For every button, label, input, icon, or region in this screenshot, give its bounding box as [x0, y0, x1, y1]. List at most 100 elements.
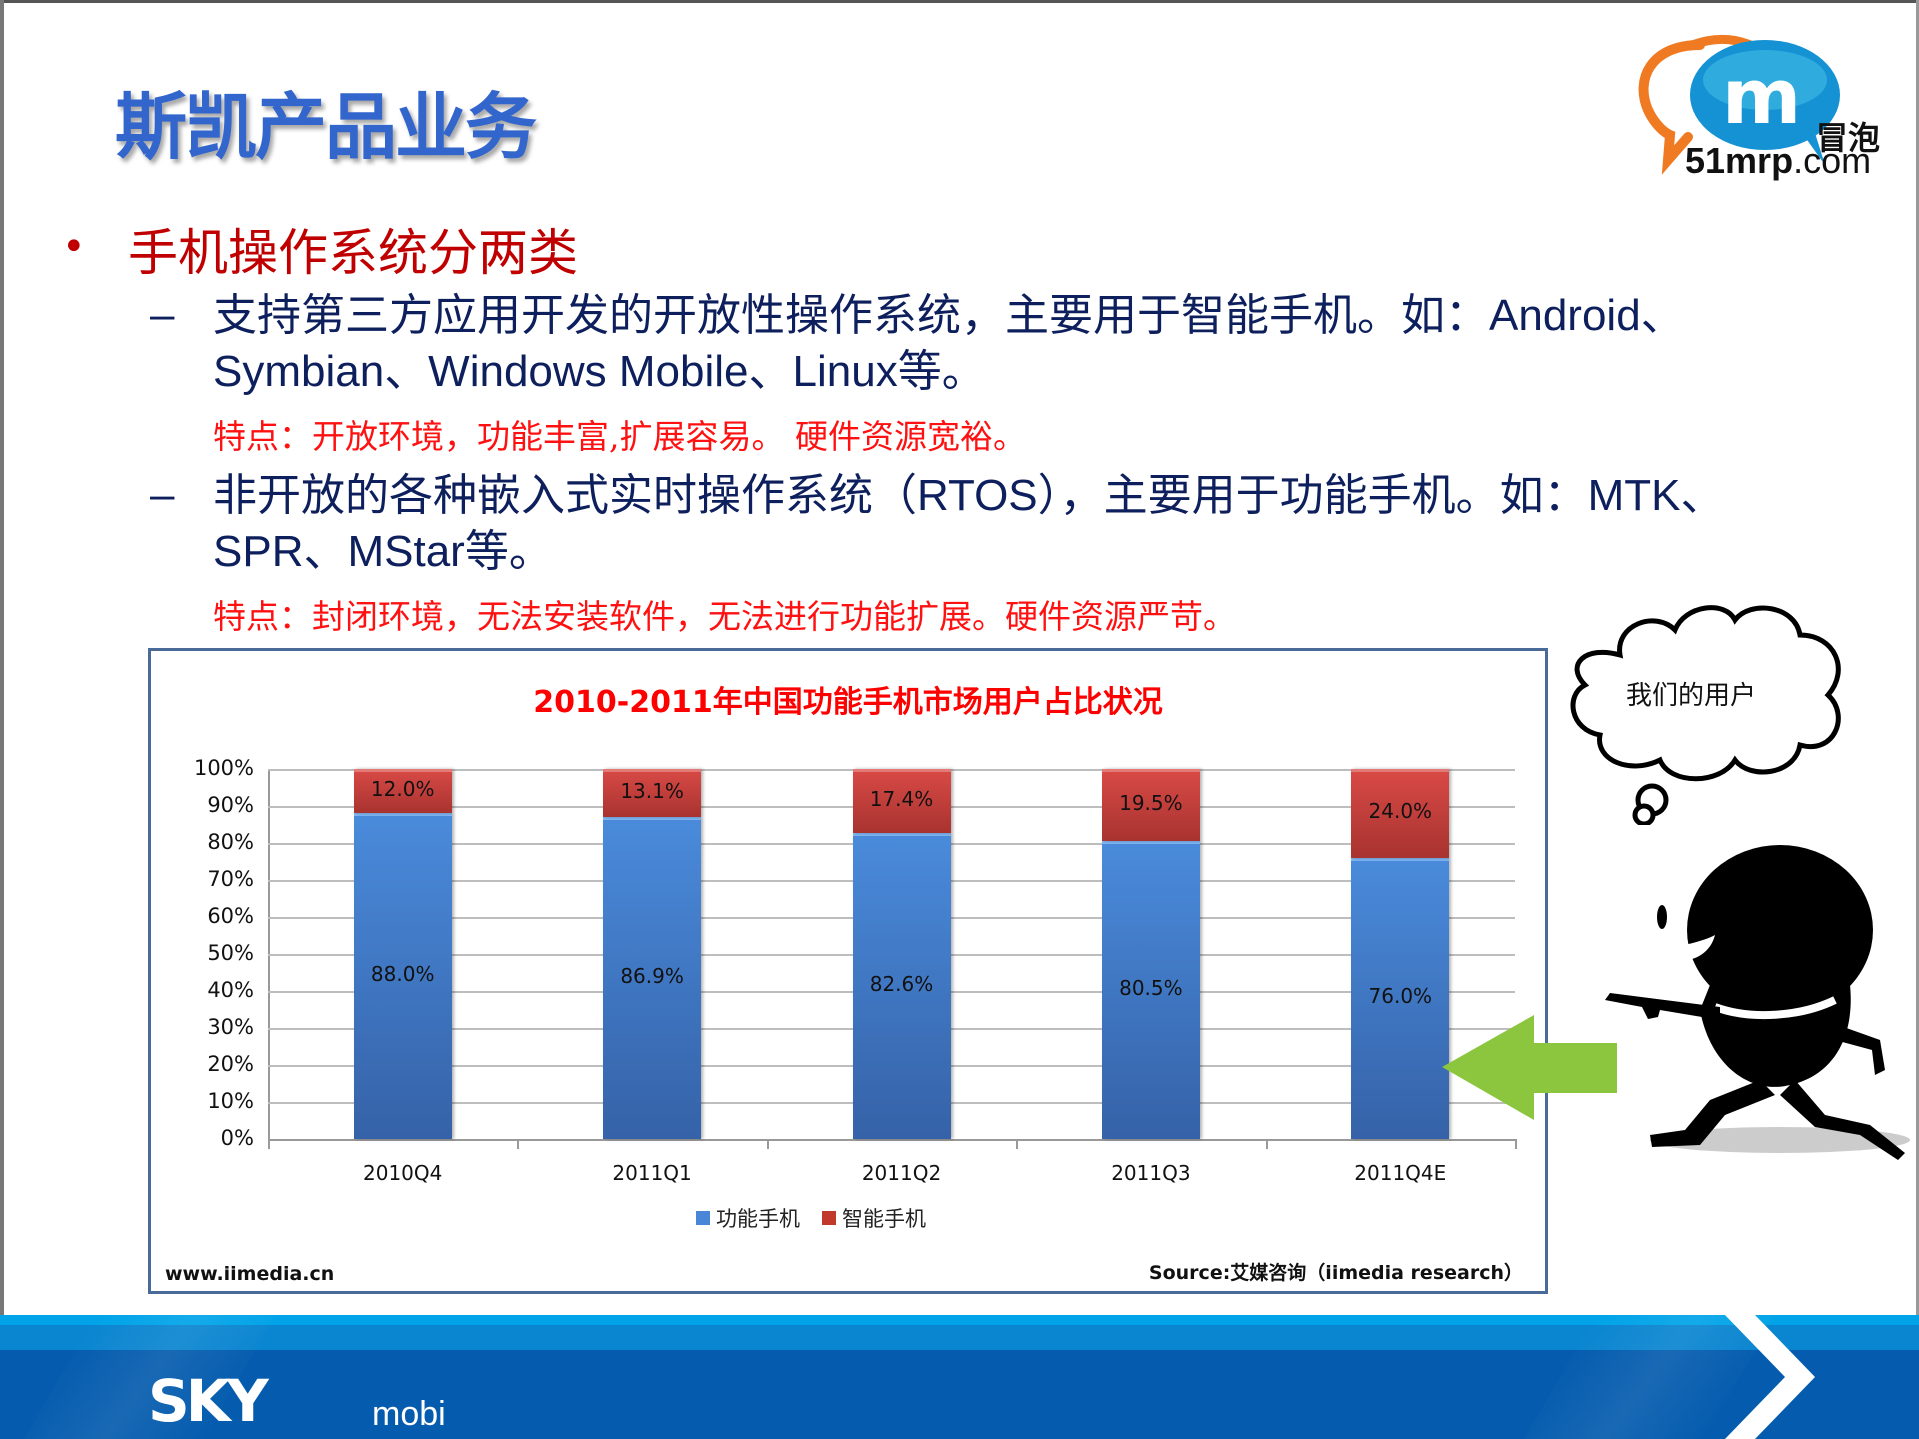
x-category-label: 2011Q1 [612, 1161, 692, 1185]
stacked-bar: 86.9% 13.1% [603, 769, 702, 1139]
y-tick-label: 60% [207, 904, 254, 928]
sub-item-2-os-list: SPR、MStar [213, 527, 465, 576]
dash-icon: – [150, 290, 175, 339]
legend-swatch-red-icon [822, 1211, 836, 1225]
sub-item-2-text-cn2: ），主要用于功能手机。如： [1037, 470, 1588, 521]
bullet-heading: 手机操作系统分两类 [128, 224, 578, 282]
y-tick-label: 90% [207, 793, 254, 817]
bar-value-label: 19.5% [1119, 791, 1183, 816]
x-tick [766, 1139, 769, 1149]
x-category-label: 2011Q2 [861, 1161, 942, 1185]
speech-bubble-logo-icon [1638, 34, 1840, 175]
y-tick-label: 10% [207, 1089, 254, 1113]
slide-border-right [1916, 0, 1919, 1439]
sub-item-1-feature: 特点：开放环境，功能丰富,扩展容易。 硬件资源宽裕。 [213, 417, 1026, 456]
sub-item-1-line-2: Symbian、Windows Mobile、Linux等。 [213, 344, 986, 400]
stacked-bar: 88.0% 12.0% [353, 769, 452, 1139]
stacked-bar: 80.5% 19.5% [1101, 769, 1200, 1139]
bar-value-label: 13.1% [620, 779, 684, 804]
bar-value-label: 86.9% [620, 964, 684, 989]
bar-value-label: 80.5% [1119, 976, 1183, 1001]
bullet-dot-icon: • [62, 224, 86, 270]
skymobi-logo-sub: mobi [372, 1395, 446, 1433]
x-tick [517, 1139, 520, 1149]
slide-border-top [0, 0, 1919, 3]
x-tick [1515, 1139, 1517, 1149]
bar-segment-feature-phone: 80.5% [1101, 841, 1200, 1139]
skymobi-logo-text: SKY [148, 1367, 269, 1435]
logo-domain-bold: 51mrp [1685, 140, 1794, 181]
logo-brand-cn: 冒泡 [1816, 119, 1881, 157]
bar-segment-smart-phone: 19.5% [1101, 769, 1200, 842]
logo-domain: 51mrp.com [1685, 140, 1871, 182]
pointing-figure-icon [1605, 845, 1910, 1160]
bar-segment-feature-phone: 88.0% [353, 813, 452, 1139]
sub-item-2-feature: 特点：封闭环境，无法安装软件，无法进行功能扩展。硬件资源严苛。 [213, 597, 1236, 636]
sub-item-1-suffix: 等。 [897, 346, 986, 397]
thought-bubble-text: 我们的用户 [1626, 681, 1757, 711]
chart-title: 2010-2011年中国功能手机市场用户占比状况 [533, 685, 1163, 720]
y-tick-label: 40% [207, 978, 254, 1002]
bar-value-label: 24.0% [1368, 799, 1433, 824]
sub-item-2-text-cn: 非开放的各种嵌入式实时操作系统（ [213, 470, 917, 521]
chart-plot-area: 100% 90% 80% 70% 60% 50% 40% 30% 20% 10% 0% 88.0% 12… [194, 756, 1517, 1185]
y-tick-label: 30% [207, 1015, 254, 1039]
bar-segment-feature-phone: 76.0% [1351, 857, 1450, 1139]
legend-item-smart-phone: 智能手机 [822, 1203, 926, 1233]
x-axis [268, 1139, 1515, 1141]
y-tick-label: 80% [207, 830, 254, 854]
bar-value-label: 88.0% [370, 962, 435, 987]
sub-item-1-line-1: 支持第三方应用开发的开放性操作系统，主要用于智能手机。如：Android、 [213, 288, 1685, 344]
x-category-label: 2011Q3 [1111, 1161, 1191, 1185]
stacked-bar: 76.0% 24.0% [1351, 769, 1450, 1139]
next-chevron-icon [1725, 1315, 1815, 1439]
logo-domain-rest: .com [1793, 140, 1872, 181]
bar-segment-smart-phone: 12.0% [353, 769, 452, 814]
y-tick-label: 100% [193, 756, 254, 780]
sub-item-1-text-latin: Android、 [1489, 291, 1685, 340]
y-tick-label: 50% [207, 941, 254, 965]
sub-item-2-line-1: 非开放的各种嵌入式实时操作系统（RTOS），主要用于功能手机。如：MTK、 [213, 468, 1725, 524]
legend-item-feature-phone: 功能手机 [696, 1203, 800, 1233]
skymobi-logo: SKY [148, 1367, 269, 1435]
sub-item-2-suffix: 等。 [464, 526, 553, 577]
legend-label: 智能手机 [842, 1207, 926, 1231]
logo-letter: m [1722, 52, 1802, 141]
bar-value-label: 82.6% [869, 972, 934, 997]
bar-segment-feature-phone: 86.9% [603, 817, 702, 1139]
stacked-bar: 82.6% 17.4% [852, 769, 951, 1139]
bar-segment-smart-phone: 13.1% [603, 769, 702, 818]
bar-value-label: 17.4% [869, 787, 934, 812]
bar-value-label: 76.0% [1368, 984, 1433, 1009]
green-left-arrow-icon [1442, 1015, 1617, 1120]
sub-item-1-text-cn: 支持第三方应用开发的开放性操作系统，主要用于智能手机。如： [213, 290, 1489, 341]
bar-value-label: 12.0% [370, 777, 435, 802]
x-tick [1016, 1139, 1019, 1149]
sub-item-1-os-list: Symbian、Windows Mobile、Linux [213, 347, 898, 396]
x-tick [268, 1139, 270, 1149]
legend-label: 功能手机 [716, 1207, 800, 1231]
slide-border-left [0, 0, 4, 1439]
y-tick-label: 20% [207, 1052, 254, 1076]
sub-item-2-mtk: MTK、 [1587, 471, 1725, 520]
y-tick-label: 70% [207, 867, 254, 891]
x-tick [1265, 1139, 1268, 1149]
bar-segment-smart-phone: 17.4% [852, 769, 951, 834]
chart-frame: 2010-2011年中国功能手机市场用户占比状况 100% 90% 80% 70% 60… [148, 648, 1548, 1294]
x-category-label: 2010Q4 [363, 1161, 443, 1185]
chart-site-url: www.iimedia.cn [165, 1263, 335, 1285]
legend-swatch-blue-icon [696, 1211, 710, 1225]
bar-segment-smart-phone: 24.0% [1351, 769, 1450, 858]
bar-segment-feature-phone: 82.6% [852, 833, 951, 1139]
sub-item-2-line-2: SPR、MStar等。 [213, 524, 553, 580]
y-tick-label: 0% [220, 1126, 254, 1150]
thought-cloud-icon [1570, 605, 1841, 825]
sub-item-2-rtos: RTOS [917, 471, 1038, 520]
slide-title: 斯凯产品业务 [115, 85, 537, 169]
chart-source: Source:艾媒咨询（iimedia research） [1148, 1262, 1523, 1284]
dash-icon: – [150, 470, 175, 519]
footer-band: SKY mobi [0, 1315, 1919, 1439]
chart-legend: 功能手机 智能手机 [696, 1203, 926, 1233]
x-category-label: 2011Q4E [1354, 1161, 1447, 1185]
